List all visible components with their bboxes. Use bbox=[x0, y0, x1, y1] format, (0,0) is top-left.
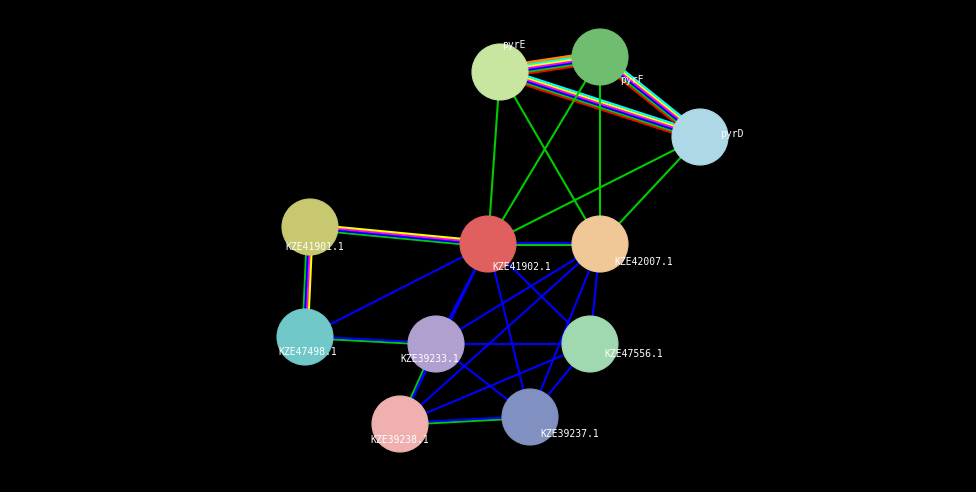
Text: KZE41902.1: KZE41902.1 bbox=[492, 262, 550, 272]
Text: pyrE: pyrE bbox=[502, 40, 525, 50]
Text: KZE47498.1: KZE47498.1 bbox=[278, 347, 337, 357]
Circle shape bbox=[282, 199, 338, 255]
Circle shape bbox=[460, 216, 516, 272]
Circle shape bbox=[672, 109, 728, 165]
Circle shape bbox=[572, 216, 628, 272]
Circle shape bbox=[472, 44, 528, 100]
Circle shape bbox=[502, 389, 558, 445]
Text: KZE42007.1: KZE42007.1 bbox=[614, 257, 672, 267]
Circle shape bbox=[277, 309, 333, 365]
Text: KZE47556.1: KZE47556.1 bbox=[604, 349, 663, 359]
Circle shape bbox=[372, 396, 428, 452]
Circle shape bbox=[572, 29, 628, 85]
Text: KZE41901.1: KZE41901.1 bbox=[285, 242, 344, 252]
Text: KZE39238.1: KZE39238.1 bbox=[370, 435, 428, 445]
Text: KZE39237.1: KZE39237.1 bbox=[540, 429, 598, 439]
Circle shape bbox=[562, 316, 618, 372]
Text: pyrD: pyrD bbox=[720, 129, 744, 139]
Text: KZE39233.1: KZE39233.1 bbox=[400, 354, 459, 364]
Circle shape bbox=[408, 316, 464, 372]
Text: pyrF: pyrF bbox=[620, 75, 643, 85]
